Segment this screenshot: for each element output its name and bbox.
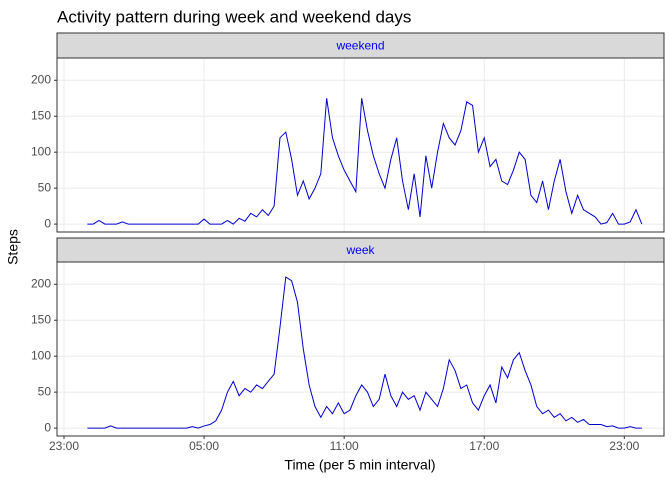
y-axis-title: Steps — [5, 229, 21, 265]
y-tick-label: 150 — [31, 108, 51, 122]
x-tick-label: 23:00 — [49, 439, 79, 453]
strip-label: weekend — [335, 39, 384, 53]
y-tick-label: 200 — [31, 72, 51, 86]
line — [87, 98, 643, 225]
y-tick-label: 0 — [44, 420, 51, 434]
y-tick-label: 150 — [31, 312, 51, 326]
y-tick-label: 50 — [38, 384, 52, 398]
line — [87, 276, 642, 429]
strip-label: week — [345, 243, 375, 257]
y-tick-label: 200 — [31, 276, 51, 290]
x-tick-label: 05:00 — [189, 439, 219, 453]
panel-border — [56, 57, 665, 233]
y-tick-label: 100 — [31, 348, 51, 362]
panel — [57, 262, 664, 436]
y-tick-label: 50 — [38, 180, 52, 194]
strip — [56, 237, 665, 263]
panel — [57, 58, 664, 232]
strip — [56, 32, 665, 59]
x-tick-label: 11:00 — [330, 439, 359, 453]
y-tick-label: 0 — [44, 216, 51, 230]
x-tick-label: 23:00 — [609, 439, 639, 453]
y-tick-label: 100 — [31, 144, 51, 158]
chart-title: Activity pattern during week and weekend… — [57, 7, 411, 26]
panel-border — [56, 261, 665, 437]
x-axis-title: Time (per 5 min interval) — [284, 457, 435, 473]
x-tick-label: 17:00 — [469, 439, 499, 453]
